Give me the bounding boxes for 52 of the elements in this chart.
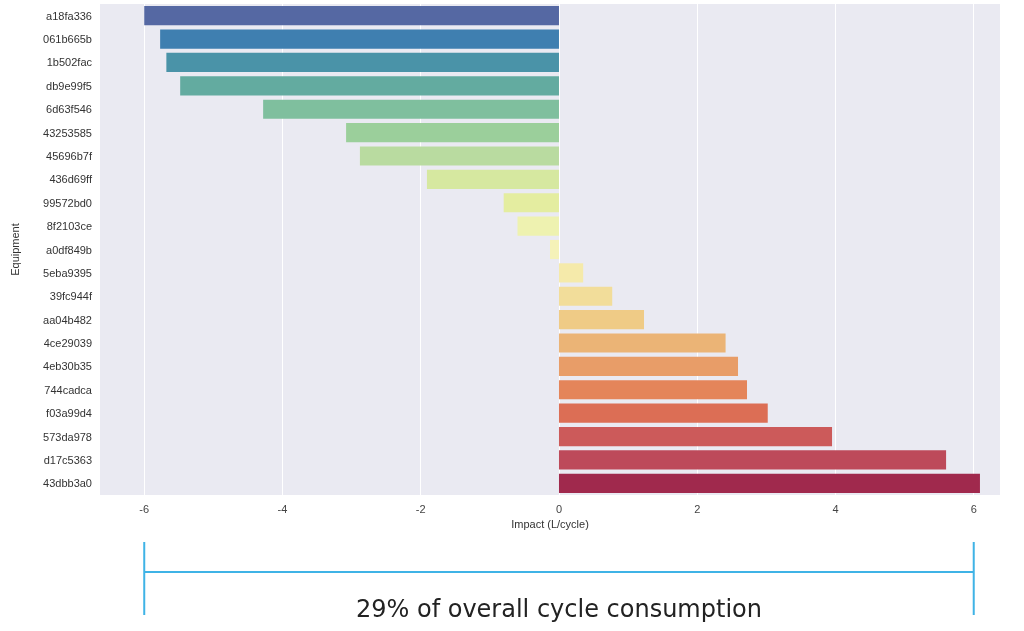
bar [517, 216, 559, 236]
bar [558, 310, 645, 330]
bar [426, 169, 559, 189]
y-tick-label: a18fa336 [46, 9, 92, 22]
y-tick-label: 5eba9395 [43, 266, 92, 279]
x-tick-label: 0 [555, 502, 563, 515]
x-tick-label: 4 [832, 502, 839, 515]
x-tick-label: 2 [694, 502, 701, 515]
y-axis-title: Equipment [8, 223, 21, 276]
bar [180, 76, 559, 96]
x-axis-title: Impact (L/cycle) [511, 518, 589, 531]
bar [558, 473, 980, 493]
bar [550, 239, 559, 260]
bar [263, 99, 559, 119]
x-tick-label: -6 [139, 502, 150, 515]
y-tick-label: f03a99d4 [46, 407, 92, 420]
y-tick-label: aa04b482 [43, 313, 92, 326]
x-tick-label: -4 [277, 502, 288, 515]
y-tick-label: 4ce29039 [43, 337, 92, 350]
bar [558, 403, 768, 423]
bar [160, 29, 559, 49]
y-tick-label: 43253585 [43, 126, 92, 139]
y-tick-label: d17c5363 [43, 453, 92, 466]
y-tick-label: 744cadca [44, 383, 93, 396]
y-tick-label: 1b502fac [46, 56, 93, 69]
bar [359, 146, 559, 166]
y-tick-label: 061b665b [43, 33, 92, 46]
bar [558, 450, 947, 470]
x-tick-label: -2 [415, 502, 426, 515]
bar [558, 333, 726, 353]
y-tick-label: 573da978 [43, 430, 92, 443]
bar [346, 123, 559, 143]
bar [558, 380, 747, 400]
y-tick-label: 39fc944f [49, 290, 93, 303]
bar [558, 356, 739, 376]
bar [144, 6, 559, 26]
y-tick-label: 45696b7f [46, 149, 93, 162]
y-tick-label: a0df849b [46, 243, 92, 256]
text: 29% of overall cycle consumption [355, 595, 762, 623]
y-tick-label: db9e99f5 [46, 79, 92, 92]
bar [558, 286, 613, 306]
bar [558, 426, 833, 447]
y-tick-label: 4eb30b35 [43, 360, 92, 373]
y-tick-label: 8f2103ce [46, 220, 92, 233]
y-tick-label: 43dbb3a0 [43, 477, 92, 490]
bar [166, 52, 559, 73]
y-tick-label: 99572bd0 [43, 196, 92, 209]
bar [558, 263, 584, 283]
bar [503, 193, 559, 213]
y-tick-label: 6d63f546 [46, 103, 92, 116]
y-tick-label: 436d69ff [49, 173, 93, 186]
x-tick-label: 6 [970, 502, 977, 515]
